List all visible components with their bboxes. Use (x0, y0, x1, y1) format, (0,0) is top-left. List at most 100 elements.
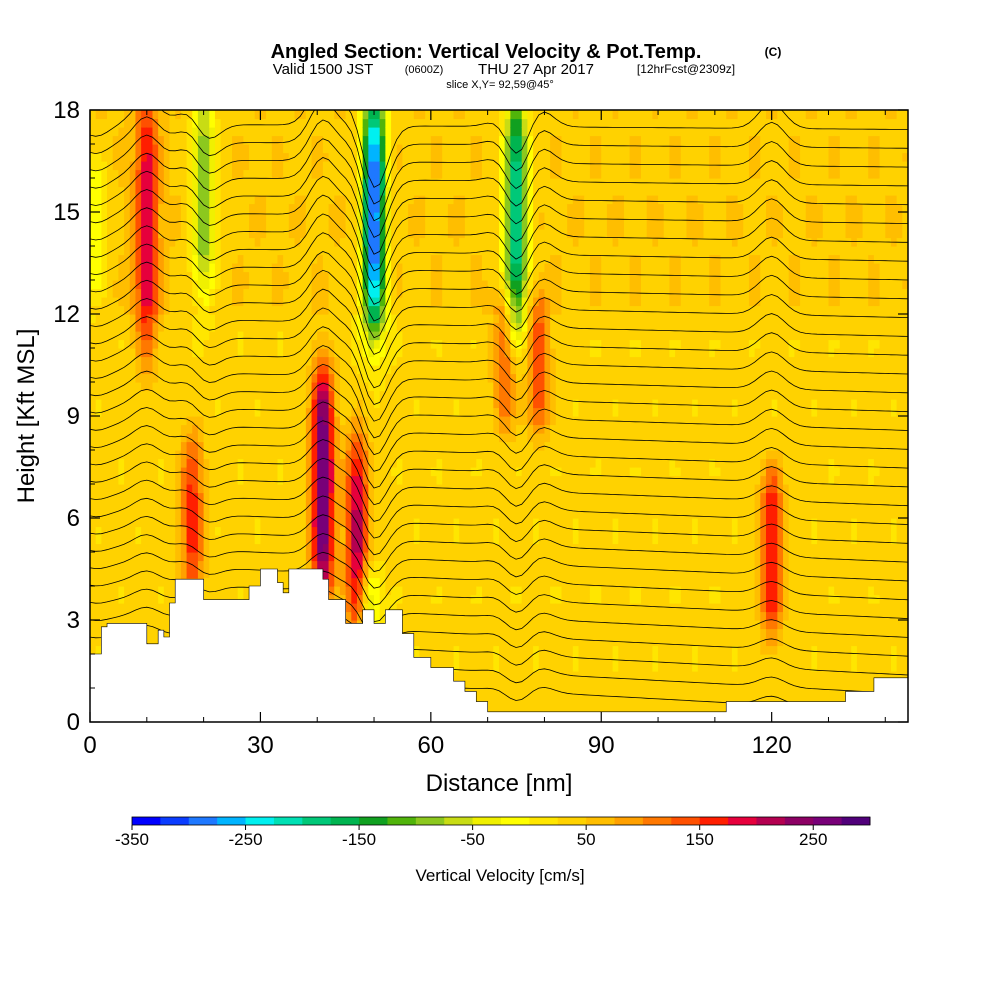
velocity-cell (101, 305, 108, 315)
velocity-cell (271, 203, 279, 213)
velocity-cell (413, 526, 421, 536)
velocity-cell (328, 339, 335, 349)
velocity-cell (368, 586, 375, 596)
velocity-cell (294, 314, 301, 324)
velocity-cell (356, 416, 364, 426)
velocity-cell (391, 220, 398, 230)
velocity-cell (209, 424, 216, 434)
velocity-cell (402, 526, 409, 536)
velocity-cell (232, 212, 239, 222)
velocity-cell (425, 509, 432, 519)
velocity-cell (408, 390, 415, 400)
velocity-cell (464, 382, 472, 392)
velocity-cell (90, 305, 97, 315)
velocity-cell (345, 526, 352, 536)
velocity-cell (158, 186, 165, 196)
velocity-cell (254, 152, 262, 162)
velocity-cell (186, 195, 193, 205)
velocity-cell (124, 331, 131, 341)
velocity-cell (453, 433, 460, 443)
velocity-cell (379, 603, 386, 613)
velocity-cell (396, 407, 404, 417)
velocity-cell (317, 237, 324, 247)
velocity-cell (260, 399, 267, 409)
velocity-cell (294, 280, 301, 290)
velocity-cell (408, 441, 415, 451)
velocity-cell (459, 433, 466, 443)
velocity-cell (163, 314, 171, 324)
velocity-cell (232, 526, 239, 536)
velocity-cell (425, 543, 432, 553)
velocity-cell (476, 152, 483, 162)
velocity-cell (158, 399, 165, 409)
velocity-cell (402, 314, 409, 324)
velocity-cell (186, 203, 193, 213)
velocity-cell (288, 492, 296, 502)
velocity-cell (112, 152, 120, 162)
velocity-cell (362, 552, 369, 562)
velocity-cell (317, 475, 324, 485)
velocity-cell (124, 611, 131, 621)
velocity-cell (209, 212, 216, 222)
velocity-cell (328, 577, 335, 587)
velocity-cell (203, 144, 210, 154)
velocity-cell (385, 331, 392, 341)
velocity-cell (464, 373, 472, 383)
velocity-cell (476, 237, 483, 247)
velocity-cell (419, 637, 426, 647)
velocity-cell (254, 450, 262, 460)
velocity-cell (328, 356, 335, 366)
velocity-cell (402, 501, 409, 511)
velocity-cell (459, 356, 466, 366)
velocity-cell (180, 161, 188, 171)
velocity-cell (260, 271, 267, 281)
velocity-cell (317, 110, 324, 120)
velocity-cell (476, 518, 483, 528)
velocity-cell (334, 458, 341, 468)
velocity-cell (152, 416, 159, 426)
velocity-cell (203, 390, 210, 400)
velocity-cell (288, 390, 296, 400)
velocity-cell (169, 348, 176, 358)
velocity-cell (396, 458, 404, 468)
velocity-cell (135, 118, 142, 128)
velocity-cell (186, 356, 193, 366)
velocity-cell (430, 348, 438, 358)
velocity-cell (402, 458, 409, 468)
velocity-cell (322, 195, 330, 205)
velocity-cell (260, 203, 267, 213)
velocity-cell (322, 390, 330, 400)
velocity-cell (209, 399, 216, 409)
velocity-cell (266, 297, 273, 307)
velocity-cell (430, 373, 438, 383)
velocity-cell (408, 603, 415, 613)
velocity-cell (339, 441, 347, 451)
velocity-cell (237, 365, 244, 375)
velocity-cell (368, 237, 375, 247)
velocity-cell (232, 492, 239, 502)
velocity-cell (163, 254, 171, 264)
velocity-cell (436, 237, 443, 247)
velocity-cell (95, 620, 102, 630)
velocity-cell (362, 390, 369, 400)
velocity-cell (408, 203, 415, 213)
velocity-cell (197, 450, 205, 460)
velocity-cell (169, 195, 176, 205)
velocity-cell (294, 407, 301, 417)
velocity-cell (294, 229, 301, 239)
velocity-cell (277, 501, 284, 511)
velocity-cell (402, 144, 409, 154)
velocity-cell (385, 339, 392, 349)
velocity-cell (146, 118, 154, 128)
velocity-cell (447, 416, 455, 426)
velocity-cell (243, 271, 250, 281)
velocity-cell (317, 390, 324, 400)
velocity-cell (101, 365, 108, 375)
velocity-cell (243, 237, 250, 247)
velocity-cell (294, 246, 301, 256)
velocity-cell (459, 152, 466, 162)
velocity-cell (436, 407, 443, 417)
velocity-cell (385, 382, 392, 392)
velocity-cell (214, 543, 222, 553)
velocity-cell (277, 339, 284, 349)
